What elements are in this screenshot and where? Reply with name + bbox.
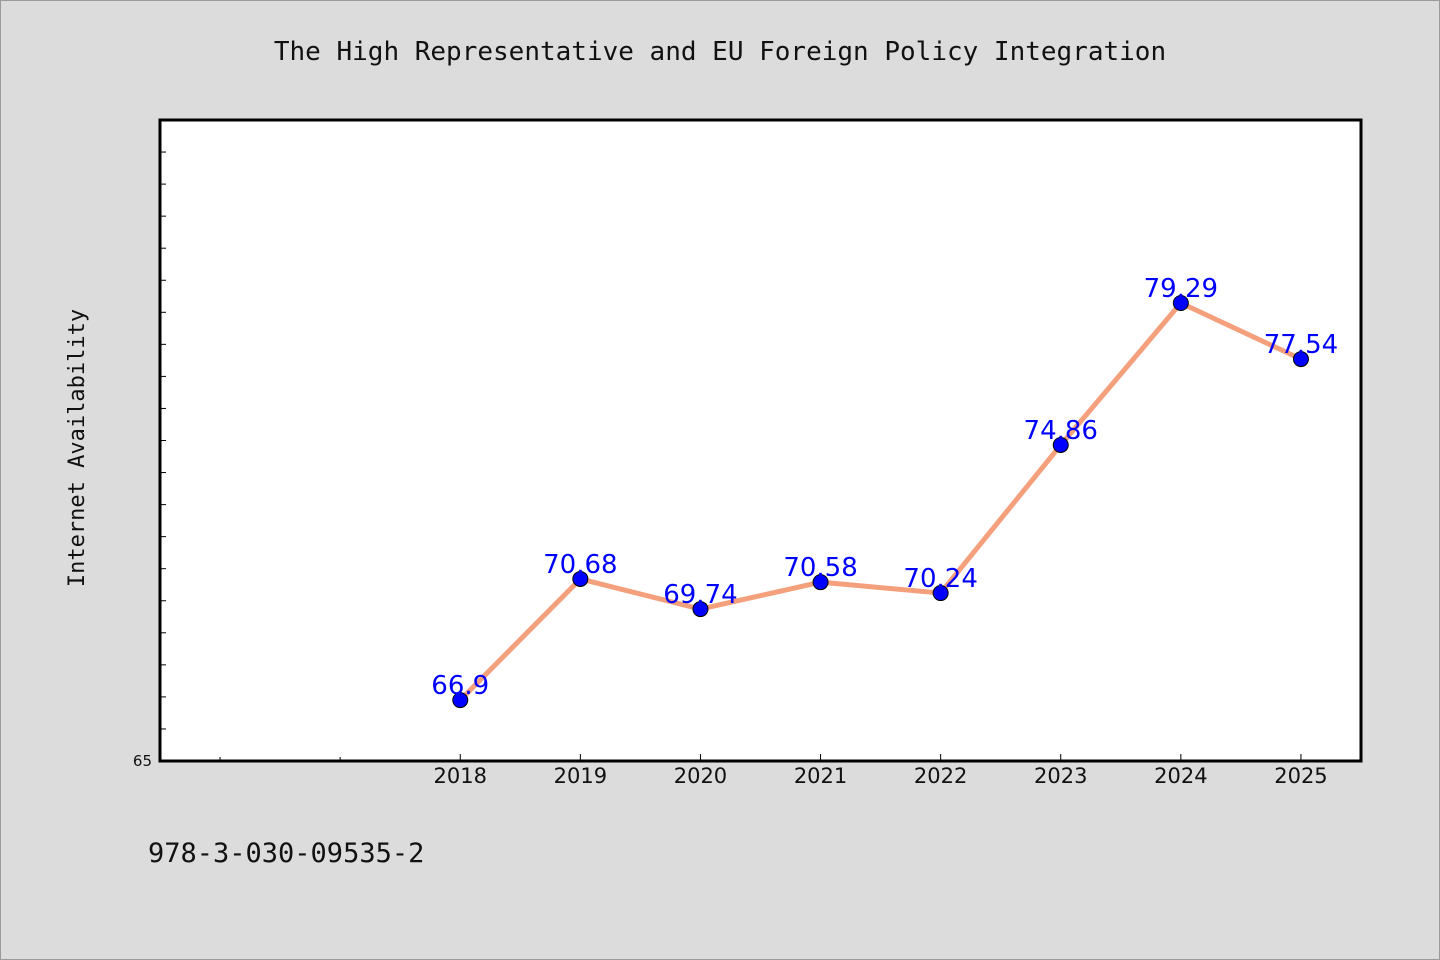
data-markers [452, 295, 1309, 709]
x-axis-tick-label: 2023 [1034, 764, 1087, 788]
chart-title: The High Representative and EU Foreign P… [274, 37, 1166, 67]
x-axis-tick-label: 2021 [794, 764, 847, 788]
data-label: 79.29 [1144, 274, 1218, 304]
data-label: 70.24 [903, 564, 977, 594]
data-point [1052, 436, 1069, 453]
x-axis-tick-label: 2025 [1274, 764, 1327, 788]
x-axis-tick-label: 2022 [914, 764, 967, 788]
data-label: 74.86 [1024, 416, 1098, 446]
data-point [692, 601, 709, 618]
y-axis-tick-label: 65 [133, 752, 152, 770]
data-point [932, 585, 949, 602]
y-minor-ticks [160, 151, 166, 730]
data-label: 70.68 [543, 550, 617, 580]
data-point [572, 570, 589, 587]
data-point [1172, 295, 1189, 312]
x-axis-tick-label: 2018 [434, 764, 487, 788]
isbn-text: 978-3-030-09535-2 [148, 838, 424, 869]
x-minor-ticks [219, 757, 341, 761]
x-axis-tick-label: 2019 [554, 764, 607, 788]
x-axis-ticks: 2018 2019 2020 2021 2022 2023 2024 2025 [434, 754, 1328, 788]
data-label: 66.9 [431, 671, 489, 701]
y-axis-label: Internet Availability [65, 309, 90, 587]
data-label: 70.58 [783, 553, 857, 583]
series-line [457, 300, 1304, 703]
plot-area [158, 118, 1363, 763]
data-point [1292, 351, 1309, 368]
data-label: 77.54 [1264, 330, 1338, 360]
x-axis-tick-label: 2020 [674, 764, 727, 788]
data-labels: 66.9 70.68 69.74 70.58 70.24 74.86 79.29 77.54 [431, 274, 1338, 701]
data-point [812, 574, 829, 591]
x-axis-tick-label: 2024 [1154, 764, 1207, 788]
data-point [452, 692, 469, 709]
y-axis-tick-labels: 65 [133, 752, 152, 770]
data-label: 69.74 [663, 580, 737, 610]
